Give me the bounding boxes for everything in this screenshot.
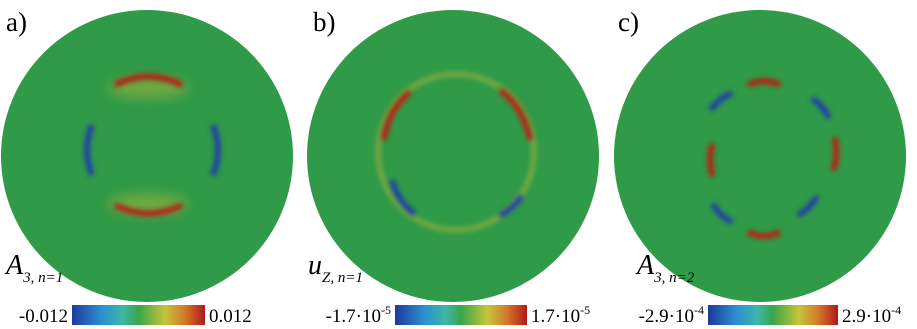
field-plot bbox=[1, 10, 293, 302]
quantity-subscript: 3, n=1 bbox=[22, 270, 63, 286]
quantity-symbol: A bbox=[4, 250, 24, 281]
colorbar-max-text: 2.9·10 bbox=[842, 306, 891, 327]
colorbar-min: -1.7·10-5 bbox=[326, 303, 391, 327]
colorbar-min: -0.012 bbox=[19, 306, 68, 327]
colorbar-max-exponent: -5 bbox=[580, 303, 590, 317]
colorbar bbox=[708, 305, 838, 325]
quantity-subscript: Z, n=1 bbox=[322, 270, 363, 286]
colorbar-min-exponent: -4 bbox=[694, 303, 704, 317]
field-plot bbox=[614, 10, 906, 302]
quantity-label: A3, n=1 bbox=[4, 250, 63, 286]
colorbar-max: 1.7·10-5 bbox=[531, 303, 590, 327]
panel-label: b) bbox=[313, 7, 336, 37]
panel-label: c) bbox=[618, 7, 639, 37]
field-plot bbox=[307, 10, 599, 302]
panel-label: a) bbox=[6, 7, 27, 37]
colorbar-min-text: -0.012 bbox=[19, 306, 68, 327]
colorbar bbox=[72, 305, 205, 325]
colorbar-max-text: 1.7·10 bbox=[531, 306, 580, 327]
quantity-symbol: A bbox=[635, 250, 655, 281]
colorbar-min-text: -1.7·10 bbox=[326, 306, 381, 327]
colorbar-max: 2.9·10-4 bbox=[842, 303, 901, 327]
quantity-label: A3, n=2 bbox=[635, 250, 695, 286]
colorbar-min-exponent: -5 bbox=[381, 303, 391, 317]
colorbar-max-text: 0.012 bbox=[209, 306, 252, 327]
colorbar-min: -2.9·10-4 bbox=[639, 303, 704, 327]
quantity-subscript: 3, n=2 bbox=[653, 270, 695, 286]
quantity-label: uZ, n=1 bbox=[308, 250, 363, 286]
colorbar bbox=[395, 305, 527, 325]
colorbar-max: 0.012 bbox=[209, 306, 252, 327]
colorbar-max-exponent: -4 bbox=[891, 303, 901, 317]
quantity-symbol: u bbox=[308, 250, 322, 281]
colorbar-min-text: -2.9·10 bbox=[639, 306, 694, 327]
